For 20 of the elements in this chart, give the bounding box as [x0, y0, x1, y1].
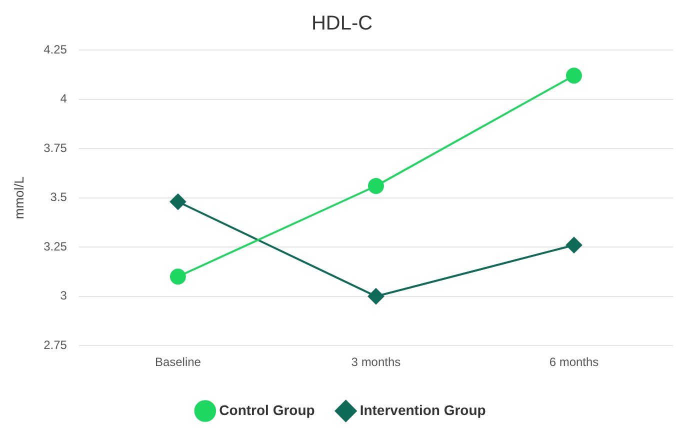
point [566, 237, 582, 254]
point [368, 288, 384, 304]
x-tick-label: 3 months [351, 355, 401, 370]
point [170, 268, 186, 285]
y-tick-label: 4.25 [44, 42, 68, 56]
x-tick-label: Baseline [154, 355, 202, 370]
legend-label: Control Group [219, 402, 315, 418]
y-tick-label: 3.25 [44, 239, 68, 254]
y-tick-label: 3.75 [44, 140, 68, 155]
y-axis-title: mmol/L [11, 176, 26, 220]
y-tick-label: 2.75 [44, 338, 68, 352]
legend-label: Intervention Group [360, 402, 486, 418]
y-tick-label: 4 [60, 92, 68, 106]
chart-title: HDL-C [311, 12, 373, 35]
point [170, 194, 186, 210]
y-tick-label: 3.5 [50, 190, 68, 204]
point [368, 178, 384, 194]
y-tick-label: 3 [60, 288, 68, 303]
x-tick-label: 6 months [549, 355, 599, 370]
point [566, 68, 582, 84]
